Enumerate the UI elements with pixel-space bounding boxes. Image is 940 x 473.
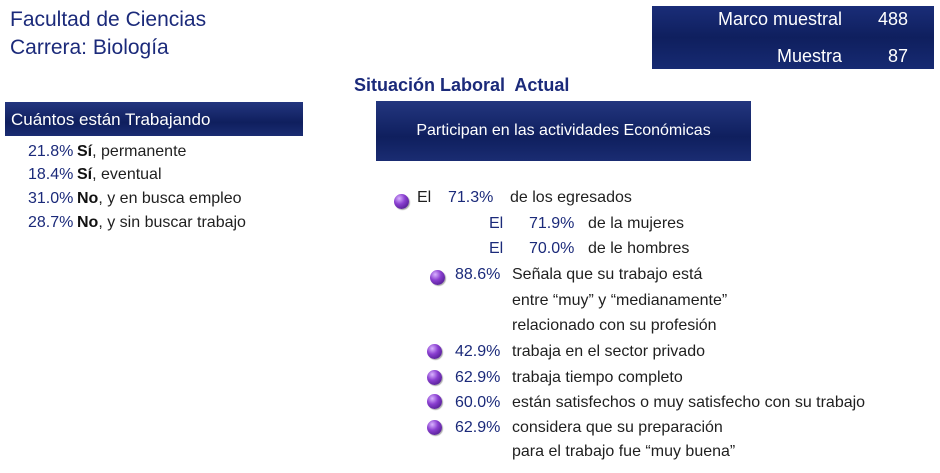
egresados-pct: 71.3% [448, 189, 494, 206]
muestra-label: Muestra [776, 46, 842, 66]
marco-value: 488 [877, 9, 908, 29]
item-bold: Sí [77, 166, 93, 183]
bullet-icon [430, 270, 445, 285]
sample-info-box: Marco muestral 488 Muestra 87 [652, 6, 934, 69]
satisf-pct: 60.0% [455, 394, 501, 411]
bullet-icon [427, 370, 442, 385]
muestra-row: Muestra 87 [652, 46, 934, 74]
item-text: , y sin buscar trabajo [98, 214, 246, 231]
item-pct: 28.7% [28, 214, 74, 231]
list-item: 18.4% Sí, eventual [28, 166, 162, 184]
privado-text: trabaja en el sector privado [512, 343, 705, 360]
marco-label: Marco muestral [717, 9, 842, 29]
senala-line3: relacionado con su profesión [512, 317, 717, 334]
item-bold: No [77, 190, 99, 207]
prep-pct: 62.9% [455, 419, 501, 436]
item-pct: 18.4% [28, 166, 74, 183]
privado-pct: 42.9% [455, 343, 501, 360]
list-item: 31.0% No, y en busca empleo [28, 190, 242, 208]
bullet-icon [427, 394, 442, 409]
bullet-icon [427, 344, 442, 359]
bullet-icon [427, 420, 442, 435]
item-pct: 21.8% [28, 143, 74, 160]
completo-text: trabaja tiempo completo [512, 369, 683, 386]
mujeres-text: de la mujeres [588, 215, 685, 232]
item-bold: No [77, 214, 99, 231]
senala-pct: 88.6% [455, 266, 501, 283]
prep-line1: considera que su preparación [512, 419, 723, 436]
item-text: , y en busca empleo [98, 190, 242, 207]
item-text: , permanente [92, 143, 187, 160]
facultad-title: Facultad de Ciencias [10, 8, 207, 31]
egresados-text: de los egresados [510, 189, 632, 206]
carrera-subtitle: Carrera: Biología [10, 36, 169, 59]
senala-line2: entre “muy” y “medianamente” [512, 292, 728, 309]
item-pct: 31.0% [28, 190, 74, 207]
list-item: 28.7% No, y sin buscar trabajo [28, 214, 246, 232]
hombres-el: El [489, 240, 504, 257]
prep-line2: para el trabajo fue “muy buena” [512, 443, 736, 460]
item-bold: Sí [77, 143, 93, 160]
hombres-pct: 70.0% [529, 240, 575, 257]
hombres-text: de le hombres [588, 240, 690, 257]
el-label: El [417, 189, 432, 206]
completo-pct: 62.9% [455, 369, 501, 386]
satisf-text: están satisfechos o muy satisfecho con s… [512, 394, 866, 411]
trabajando-heading: Cuántos están Trabajando [5, 102, 303, 136]
bullet-icon [394, 194, 409, 209]
situacion-title: Situación Laboral Actual [354, 75, 570, 95]
marco-row: Marco muestral 488 [652, 9, 934, 37]
item-text: , eventual [92, 166, 162, 183]
participan-heading: Participan en las actividades Económicas [376, 101, 751, 161]
muestra-value: 87 [887, 46, 908, 66]
senala-line1: Señala que su trabajo está [512, 266, 703, 283]
mujeres-pct: 71.9% [529, 215, 575, 232]
mujeres-el: El [489, 215, 504, 232]
list-item: 21.8% Sí, permanente [28, 143, 186, 161]
